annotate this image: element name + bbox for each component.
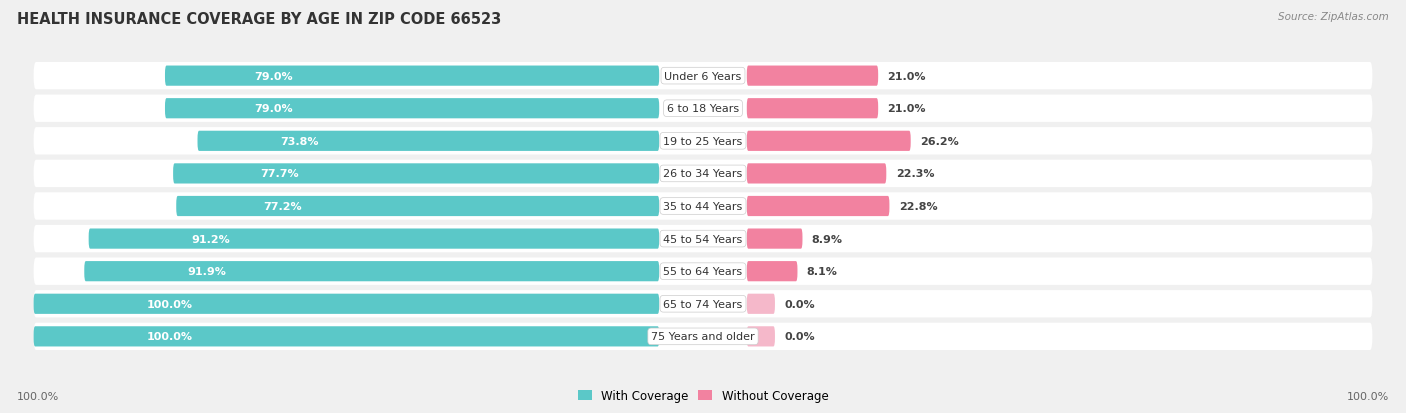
Text: 77.7%: 77.7%	[260, 169, 299, 179]
Text: 100.0%: 100.0%	[1347, 391, 1389, 401]
Text: 91.9%: 91.9%	[188, 266, 226, 277]
Text: 91.2%: 91.2%	[191, 234, 231, 244]
FancyBboxPatch shape	[34, 63, 1372, 90]
Text: 21.0%: 21.0%	[887, 71, 927, 81]
Text: 45 to 54 Years: 45 to 54 Years	[664, 234, 742, 244]
Text: 19 to 25 Years: 19 to 25 Years	[664, 136, 742, 147]
FancyBboxPatch shape	[34, 128, 1372, 155]
FancyBboxPatch shape	[34, 95, 1372, 123]
Legend: With Coverage, Without Coverage: With Coverage, Without Coverage	[578, 389, 828, 402]
FancyBboxPatch shape	[747, 164, 886, 184]
FancyBboxPatch shape	[89, 229, 659, 249]
Text: 65 to 74 Years: 65 to 74 Years	[664, 299, 742, 309]
Text: 6 to 18 Years: 6 to 18 Years	[666, 104, 740, 114]
Text: 73.8%: 73.8%	[281, 136, 319, 147]
FancyBboxPatch shape	[34, 258, 1372, 285]
Text: 79.0%: 79.0%	[254, 71, 292, 81]
FancyBboxPatch shape	[747, 229, 803, 249]
Text: Source: ZipAtlas.com: Source: ZipAtlas.com	[1278, 12, 1389, 22]
Text: 8.9%: 8.9%	[811, 234, 842, 244]
FancyBboxPatch shape	[34, 326, 659, 347]
FancyBboxPatch shape	[747, 326, 775, 347]
Text: 79.0%: 79.0%	[254, 104, 292, 114]
FancyBboxPatch shape	[165, 99, 659, 119]
Text: 26.2%: 26.2%	[920, 136, 959, 147]
FancyBboxPatch shape	[84, 261, 659, 282]
Text: 21.0%: 21.0%	[887, 104, 927, 114]
FancyBboxPatch shape	[34, 323, 1372, 350]
Text: 100.0%: 100.0%	[146, 332, 193, 342]
FancyBboxPatch shape	[747, 66, 879, 87]
FancyBboxPatch shape	[34, 225, 1372, 253]
Text: 77.2%: 77.2%	[263, 202, 302, 211]
Text: 75 Years and older: 75 Years and older	[651, 332, 755, 342]
Text: 0.0%: 0.0%	[785, 332, 815, 342]
FancyBboxPatch shape	[747, 131, 911, 152]
FancyBboxPatch shape	[34, 294, 659, 314]
FancyBboxPatch shape	[173, 164, 659, 184]
FancyBboxPatch shape	[747, 294, 775, 314]
FancyBboxPatch shape	[197, 131, 659, 152]
FancyBboxPatch shape	[176, 197, 659, 216]
FancyBboxPatch shape	[747, 99, 879, 119]
FancyBboxPatch shape	[747, 197, 890, 216]
Text: 8.1%: 8.1%	[807, 266, 838, 277]
FancyBboxPatch shape	[747, 261, 797, 282]
Text: Under 6 Years: Under 6 Years	[665, 71, 741, 81]
FancyBboxPatch shape	[34, 160, 1372, 188]
Text: 22.3%: 22.3%	[896, 169, 934, 179]
Text: 100.0%: 100.0%	[146, 299, 193, 309]
Text: 26 to 34 Years: 26 to 34 Years	[664, 169, 742, 179]
Text: 35 to 44 Years: 35 to 44 Years	[664, 202, 742, 211]
FancyBboxPatch shape	[34, 193, 1372, 220]
Text: 100.0%: 100.0%	[17, 391, 59, 401]
Text: 0.0%: 0.0%	[785, 299, 815, 309]
Text: HEALTH INSURANCE COVERAGE BY AGE IN ZIP CODE 66523: HEALTH INSURANCE COVERAGE BY AGE IN ZIP …	[17, 12, 501, 27]
FancyBboxPatch shape	[34, 290, 1372, 318]
FancyBboxPatch shape	[165, 66, 659, 87]
Text: 22.8%: 22.8%	[898, 202, 938, 211]
Text: 55 to 64 Years: 55 to 64 Years	[664, 266, 742, 277]
